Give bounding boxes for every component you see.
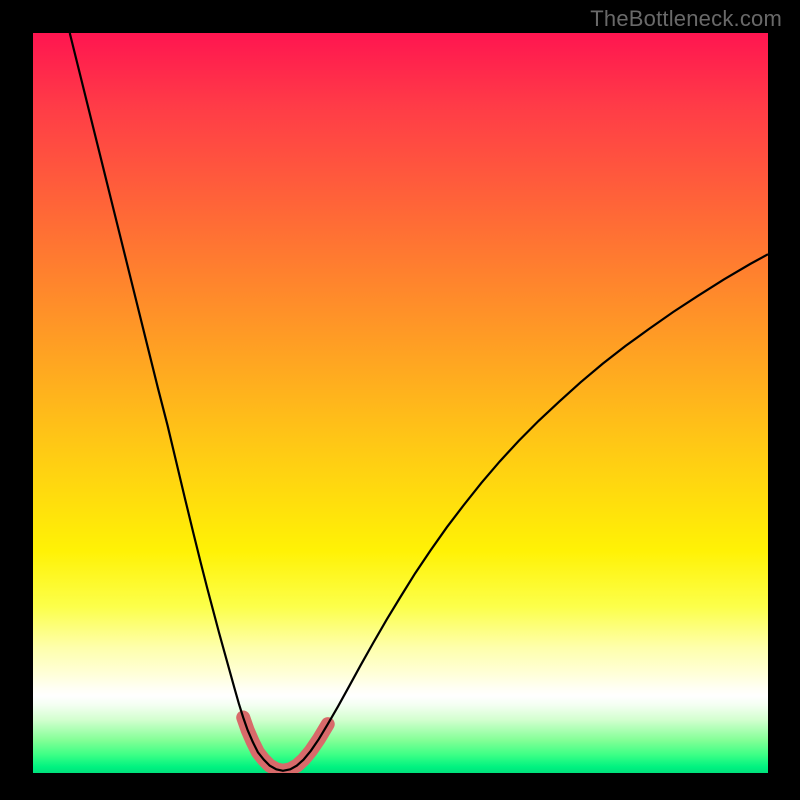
chart-svg: [33, 33, 768, 773]
bottleneck-chart: [33, 33, 768, 773]
gradient-background: [33, 33, 768, 773]
chart-root: TheBottleneck.com: [0, 0, 800, 800]
watermark-text: TheBottleneck.com: [590, 6, 782, 32]
